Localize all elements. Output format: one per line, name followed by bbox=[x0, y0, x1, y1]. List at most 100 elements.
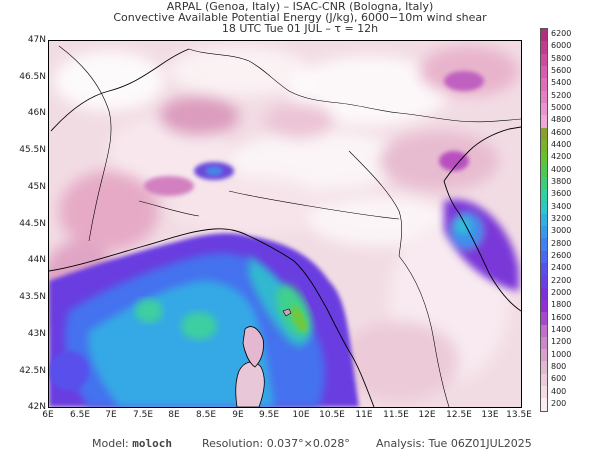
colorbar-swatch bbox=[541, 312, 547, 325]
colorbar-label: 5600 bbox=[551, 66, 572, 76]
lon-label: 12.5E bbox=[446, 410, 472, 420]
colorbar-swatch bbox=[541, 152, 547, 165]
colorbar-label: 2600 bbox=[551, 250, 572, 260]
colorbar-label: 2200 bbox=[551, 275, 572, 285]
lon-label: 10.5E bbox=[319, 410, 345, 420]
colorbar-swatch bbox=[541, 287, 547, 300]
lat-label: 44N bbox=[27, 255, 46, 265]
colorbar-label: 1200 bbox=[551, 337, 572, 347]
lon-label: 11.5E bbox=[383, 410, 409, 420]
title-line-1: ARPAL (Genoa, Italy) – ISAC-CNR (Bologna… bbox=[166, 0, 434, 13]
colorbar-swatch bbox=[541, 299, 547, 313]
colorbar-swatch bbox=[541, 373, 547, 387]
adriatic-cell bbox=[444, 199, 519, 291]
colorbar-label: 4000 bbox=[551, 164, 572, 174]
colorbar-label: 200 bbox=[551, 398, 567, 408]
analysis-value: Tue 06Z01JUL2025 bbox=[428, 437, 532, 450]
coastlines bbox=[49, 48, 521, 407]
colorbar-swatch bbox=[541, 275, 547, 288]
colorbar-label: 400 bbox=[551, 386, 567, 396]
colorbar-label: 4200 bbox=[551, 152, 572, 162]
title-line-3: 18 UTC Tue 01 JUL – τ = 12h bbox=[221, 22, 379, 35]
colorbar-swatch bbox=[541, 176, 547, 190]
colorbar-swatch bbox=[541, 324, 547, 337]
colorbar-swatch bbox=[541, 139, 547, 153]
colorbar-swatch bbox=[541, 53, 547, 66]
colorbar-label: 1600 bbox=[551, 312, 572, 322]
lon-label: 8E bbox=[168, 410, 180, 420]
lon-label: 12E bbox=[418, 410, 436, 420]
colorbar-label: 2000 bbox=[551, 287, 572, 297]
colorbar-swatch bbox=[541, 90, 547, 103]
cape-map bbox=[48, 40, 522, 408]
lat-label: 45N bbox=[27, 182, 46, 192]
colorbar-swatch bbox=[541, 213, 547, 226]
lon-label: 9E bbox=[232, 410, 244, 420]
lat-label: 46N bbox=[27, 108, 46, 118]
colorbar-swatch bbox=[541, 226, 547, 239]
colorbar-swatch bbox=[541, 127, 547, 140]
colorbar-label: 3800 bbox=[551, 177, 572, 187]
footer-analysis: Analysis: Tue 06Z01JUL2025 bbox=[376, 437, 532, 450]
colorbar-swatch bbox=[541, 238, 547, 251]
colorbar-label: 3600 bbox=[551, 189, 572, 199]
analysis-label: Analysis: bbox=[376, 437, 426, 450]
colorbar-label: 5000 bbox=[551, 103, 572, 113]
model-value: moloch bbox=[132, 437, 172, 450]
resolution-label: Resolution: bbox=[202, 437, 264, 450]
colorbar-swatch bbox=[541, 262, 547, 276]
resolution-value: 0.037°×0.028° bbox=[266, 437, 350, 450]
colorbar-label: 4800 bbox=[551, 115, 572, 125]
lon-label: 11E bbox=[355, 410, 373, 420]
lat-label: 44.5N bbox=[19, 219, 46, 229]
colorbar-swatch bbox=[541, 361, 547, 374]
colorbar-label: 800 bbox=[551, 361, 567, 371]
map-canvas bbox=[49, 41, 521, 407]
colorbar-label: 4400 bbox=[551, 140, 572, 150]
colorbar-swatch bbox=[541, 115, 547, 128]
colorbar-swatch bbox=[541, 398, 547, 411]
colorbar-swatch bbox=[541, 65, 547, 79]
colorbar-swatch bbox=[541, 336, 547, 350]
colorbar bbox=[540, 28, 548, 412]
lat-label: 42.5N bbox=[19, 366, 46, 376]
colorbar-label: 5200 bbox=[551, 90, 572, 100]
colorbar-label: 6000 bbox=[551, 41, 572, 51]
colorbar-swatch bbox=[541, 41, 547, 54]
lat-label: 42N bbox=[27, 402, 46, 412]
colorbar-label: 1400 bbox=[551, 324, 572, 334]
colorbar-swatch bbox=[541, 386, 547, 399]
lon-label: 7E bbox=[105, 410, 117, 420]
lon-label: 10E bbox=[292, 410, 310, 420]
borders bbox=[58, 45, 521, 407]
islands bbox=[235, 308, 292, 407]
lat-label: 45.5N bbox=[19, 145, 46, 155]
lat-label: 43.5N bbox=[19, 292, 46, 302]
colorbar-swatch bbox=[541, 349, 547, 362]
land-cells bbox=[144, 71, 484, 196]
colorbar-swatch bbox=[541, 250, 547, 263]
lon-label: 8.5E bbox=[196, 410, 216, 420]
lon-label: 7.5E bbox=[133, 410, 153, 420]
colorbar-swatch bbox=[541, 201, 547, 214]
colorbar-label: 2400 bbox=[551, 263, 572, 273]
model-label: Model: bbox=[92, 437, 129, 450]
colorbar-label: 1800 bbox=[551, 300, 572, 310]
lat-label: 47N bbox=[27, 35, 46, 45]
colorbar-swatch bbox=[541, 29, 547, 42]
lon-label: 13.5E bbox=[506, 410, 532, 420]
title-line-2: Convective Available Potential Energy (J… bbox=[113, 11, 487, 24]
footer-resolution: Resolution: 0.037°×0.028° bbox=[202, 437, 350, 450]
colorbar-label: 600 bbox=[551, 374, 567, 384]
colorbar-label: 5400 bbox=[551, 78, 572, 88]
colorbar-label: 3200 bbox=[551, 214, 572, 223]
colorbar-label: 2800 bbox=[551, 238, 572, 248]
lon-label: 6E bbox=[42, 410, 54, 420]
colorbar-swatch bbox=[541, 189, 547, 202]
colorbar-label: 4600 bbox=[551, 127, 572, 137]
lat-label: 46.5N bbox=[19, 72, 46, 82]
lon-label: 6.5E bbox=[70, 410, 90, 420]
lon-label: 13E bbox=[481, 410, 499, 420]
footer-model: Model: moloch bbox=[92, 437, 172, 450]
colorbar-label: 3400 bbox=[551, 201, 572, 211]
